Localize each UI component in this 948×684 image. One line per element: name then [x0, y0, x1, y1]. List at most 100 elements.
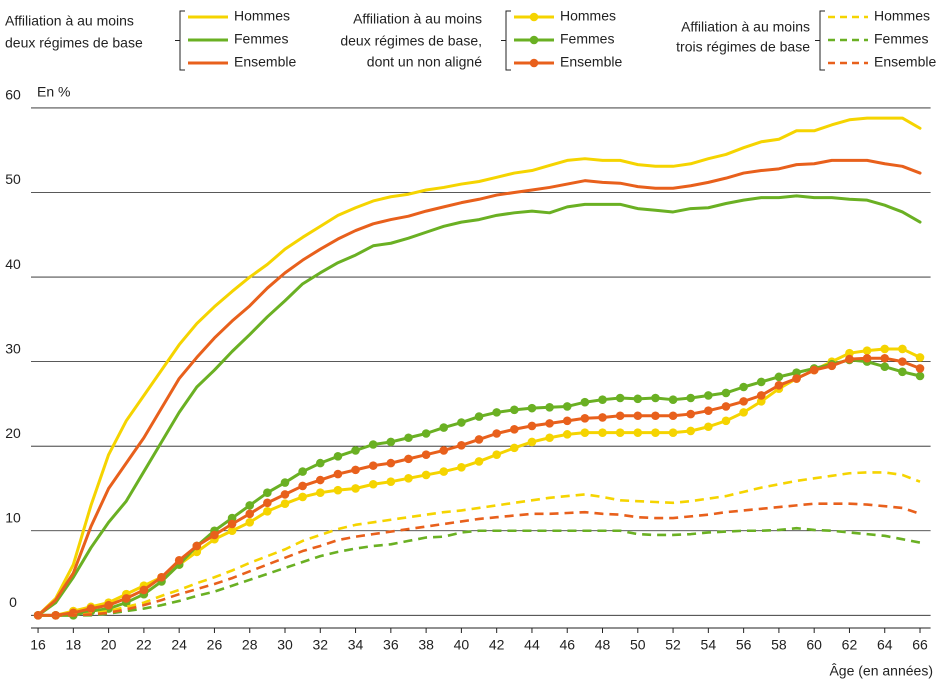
- series-marker: [721, 416, 731, 426]
- series-line: [36, 358, 922, 617]
- series-marker: [386, 437, 396, 447]
- x-tick-label: 58: [771, 637, 787, 653]
- series-marker: [368, 440, 378, 449]
- series-marker: [157, 572, 166, 582]
- series-marker: [333, 469, 343, 479]
- series-marker: [404, 474, 413, 483]
- series-marker: [615, 428, 625, 437]
- series-marker: [756, 397, 766, 406]
- legend-group-title: deux régimes de base,: [340, 33, 482, 49]
- x-tick-label: 20: [101, 637, 117, 653]
- series-marker: [862, 353, 872, 363]
- series-marker: [562, 430, 572, 439]
- series-marker: [421, 429, 431, 438]
- series-marker: [298, 481, 307, 491]
- series-marker: [474, 412, 484, 421]
- series-marker: [774, 381, 784, 390]
- x-tick-label: 64: [877, 637, 893, 653]
- legend-label: Hommes: [560, 8, 616, 24]
- x-tick-label: 66: [912, 637, 928, 653]
- series-marker: [245, 518, 255, 527]
- legend-group-title: deux régimes de base: [5, 35, 143, 51]
- series-line: [36, 356, 922, 617]
- y-tick-label: 40: [5, 256, 21, 272]
- legend-label: Femmes: [874, 31, 928, 47]
- series-marker: [598, 413, 607, 422]
- legend-bracket: [175, 10, 185, 71]
- series-marker: [792, 368, 801, 377]
- x-tick-label: 38: [418, 637, 434, 653]
- series-line: [36, 194, 922, 617]
- series-marker: [121, 594, 131, 603]
- series-marker: [33, 611, 43, 620]
- series-marker: [704, 406, 713, 415]
- x-tick-label: 26: [207, 637, 223, 653]
- series-marker: [263, 507, 272, 516]
- y-tick-label: 30: [5, 340, 21, 356]
- series-marker: [527, 421, 537, 431]
- x-tick-label: 34: [348, 637, 364, 653]
- series-marker: [510, 443, 519, 453]
- x-axis-label: Âge (en années): [829, 663, 933, 679]
- series-marker: [615, 393, 625, 403]
- series-marker: [492, 408, 501, 417]
- x-tick-label: 22: [136, 637, 152, 653]
- series-marker: [280, 490, 290, 499]
- series-marker: [827, 361, 837, 371]
- series-line: [36, 158, 922, 617]
- series-marker: [845, 348, 854, 358]
- series-marker: [510, 424, 519, 434]
- legend-marker: [529, 58, 539, 68]
- series-marker: [227, 526, 237, 536]
- series-marker: [474, 457, 484, 466]
- series-marker: [545, 402, 554, 412]
- series-line: [36, 116, 922, 617]
- series-marker: [227, 513, 237, 523]
- legend-group-title: Affiliation à au moins: [353, 11, 482, 27]
- legend-label: Hommes: [874, 8, 930, 24]
- x-tick-label: 62: [842, 637, 858, 653]
- series-marker: [668, 411, 678, 421]
- series-line: [38, 526, 921, 617]
- series-marker: [421, 450, 431, 459]
- series-marker: [527, 437, 537, 447]
- legend-label: Ensemble: [234, 54, 296, 70]
- series-marker: [845, 354, 854, 364]
- series-marker: [315, 488, 325, 498]
- series-marker: [174, 556, 184, 565]
- x-tick-label: 48: [595, 637, 611, 653]
- series-marker: [263, 498, 272, 508]
- series-marker: [580, 413, 590, 423]
- series-marker: [580, 397, 590, 407]
- series-marker: [809, 365, 819, 375]
- series-marker: [686, 426, 696, 436]
- series-marker: [86, 604, 96, 613]
- series-marker: [739, 408, 748, 417]
- series-marker: [457, 463, 466, 472]
- series-marker: [721, 388, 731, 398]
- series-marker: [492, 450, 501, 459]
- legend-label: Ensemble: [560, 54, 622, 70]
- series-marker: [774, 372, 784, 382]
- series-marker: [104, 600, 113, 610]
- series-marker: [792, 374, 801, 383]
- series-marker: [756, 391, 766, 400]
- y-tick-label: 50: [5, 171, 21, 187]
- series-marker: [192, 541, 202, 551]
- series-marker: [280, 478, 290, 487]
- series-marker: [351, 484, 360, 493]
- series-line: [38, 471, 921, 617]
- x-tick-label: 18: [66, 637, 82, 653]
- series-marker: [386, 458, 396, 468]
- series-marker: [315, 475, 325, 485]
- legend-label: Ensemble: [874, 54, 936, 70]
- series-marker: [263, 488, 272, 498]
- series-marker: [686, 409, 696, 419]
- series-marker: [386, 477, 396, 487]
- series-marker: [245, 509, 255, 519]
- series-marker: [562, 416, 572, 426]
- series-marker: [915, 353, 925, 362]
- series-marker: [615, 411, 625, 421]
- series-marker: [704, 391, 713, 400]
